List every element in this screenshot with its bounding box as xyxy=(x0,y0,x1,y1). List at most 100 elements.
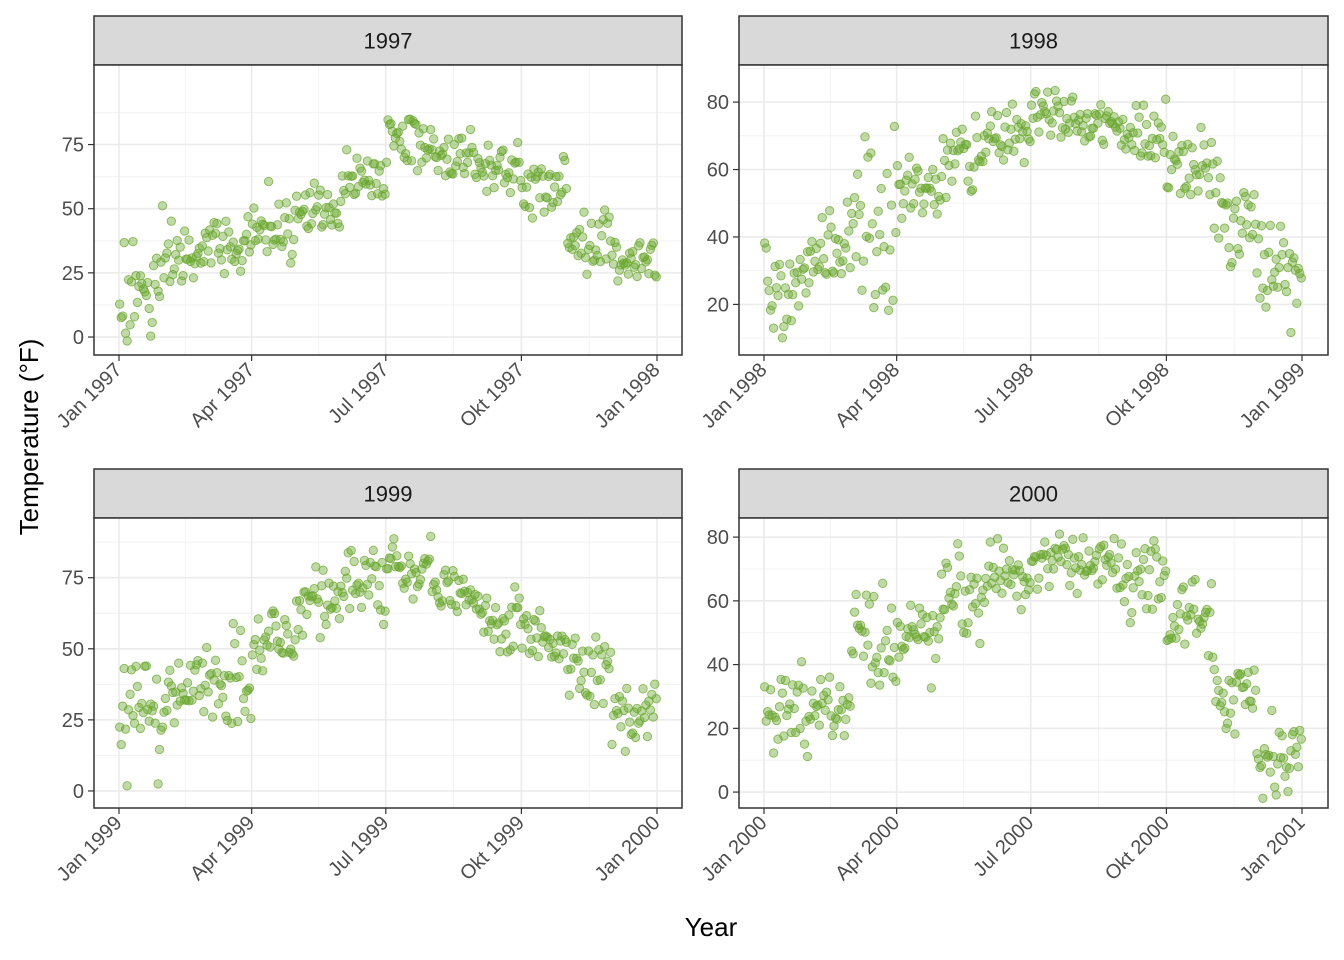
data-point xyxy=(802,751,813,762)
data-point xyxy=(1072,588,1082,599)
data-point xyxy=(832,248,842,258)
data-point xyxy=(622,683,632,694)
data-point xyxy=(421,153,431,163)
data-point xyxy=(1133,566,1143,576)
data-point xyxy=(141,661,151,671)
data-point xyxy=(1078,533,1088,543)
data-point xyxy=(187,695,197,705)
data-point xyxy=(406,156,417,166)
data-point xyxy=(798,683,808,693)
data-point xyxy=(911,163,922,173)
data-point xyxy=(533,651,543,662)
data-point xyxy=(932,622,942,632)
data-point xyxy=(1050,85,1060,96)
data-point xyxy=(542,632,552,642)
data-point xyxy=(953,539,963,549)
data-point xyxy=(352,153,362,163)
data-point xyxy=(175,242,185,252)
data-point xyxy=(1265,767,1275,777)
data-point xyxy=(253,234,263,244)
data-point xyxy=(1050,543,1060,553)
data-point xyxy=(604,212,614,222)
data-point xyxy=(978,156,988,167)
data-point xyxy=(1025,578,1035,588)
data-point xyxy=(1193,186,1203,196)
data-point xyxy=(576,675,586,686)
data-point xyxy=(350,188,361,198)
x-tick-label: Apr 1997 xyxy=(186,359,259,432)
data-point xyxy=(371,179,381,189)
data-point xyxy=(1250,685,1261,695)
data-point xyxy=(836,705,847,715)
data-point xyxy=(833,705,844,715)
data-point xyxy=(808,267,819,277)
data-point xyxy=(963,618,973,628)
data-point xyxy=(1149,111,1159,121)
data-point xyxy=(1209,664,1219,675)
data-point xyxy=(527,213,538,223)
data-point xyxy=(561,637,572,647)
data-point xyxy=(919,199,929,209)
data-point xyxy=(780,675,791,686)
data-point xyxy=(524,202,535,213)
data-point xyxy=(402,577,412,587)
data-point xyxy=(913,166,923,176)
data-point xyxy=(368,545,378,556)
x-tick-label: Okt 1997 xyxy=(456,359,529,432)
data-point xyxy=(560,155,570,166)
data-point xyxy=(1048,564,1059,574)
data-point xyxy=(244,683,255,693)
data-point xyxy=(816,674,826,685)
data-point xyxy=(962,628,972,638)
data-point xyxy=(597,650,607,660)
data-point xyxy=(272,220,283,230)
data-point xyxy=(830,713,841,723)
data-point xyxy=(860,132,870,142)
data-point xyxy=(482,186,492,196)
data-point xyxy=(549,182,560,192)
data-point xyxy=(511,157,521,167)
data-point xyxy=(1158,140,1168,150)
data-point xyxy=(321,203,331,213)
data-point xyxy=(234,671,244,682)
panel-border xyxy=(93,64,683,356)
data-point xyxy=(283,229,293,239)
data-point xyxy=(1242,220,1252,230)
data-point xyxy=(386,119,396,129)
data-point xyxy=(479,171,489,181)
data-point xyxy=(880,282,891,292)
data-point xyxy=(131,661,141,671)
data-point xyxy=(1161,566,1171,576)
data-point xyxy=(1128,583,1138,593)
data-point xyxy=(799,263,810,273)
data-point xyxy=(849,607,860,617)
data-point xyxy=(1031,86,1041,97)
data-point xyxy=(490,602,501,613)
data-point xyxy=(995,140,1006,150)
data-point xyxy=(1127,140,1137,150)
data-point xyxy=(203,687,213,697)
data-point xyxy=(1227,258,1237,268)
data-point xyxy=(883,655,894,665)
data-point xyxy=(258,666,268,676)
data-point xyxy=(869,302,879,313)
data-point xyxy=(1034,573,1044,583)
data-point xyxy=(638,684,648,694)
data-point xyxy=(917,208,928,218)
data-point xyxy=(570,240,580,251)
data-point xyxy=(607,250,617,260)
data-point xyxy=(956,571,966,581)
data-point xyxy=(1240,191,1250,202)
y-tick-label: 40 xyxy=(707,227,729,249)
data-point xyxy=(604,664,614,674)
data-point xyxy=(530,616,541,626)
data-point xyxy=(1247,703,1258,713)
data-point xyxy=(1271,790,1281,800)
data-point xyxy=(620,746,630,756)
y-tick-label: 40 xyxy=(707,655,729,677)
data-point xyxy=(221,216,231,226)
data-point xyxy=(516,175,526,186)
data-point xyxy=(1171,633,1181,643)
data-point xyxy=(1143,151,1153,161)
